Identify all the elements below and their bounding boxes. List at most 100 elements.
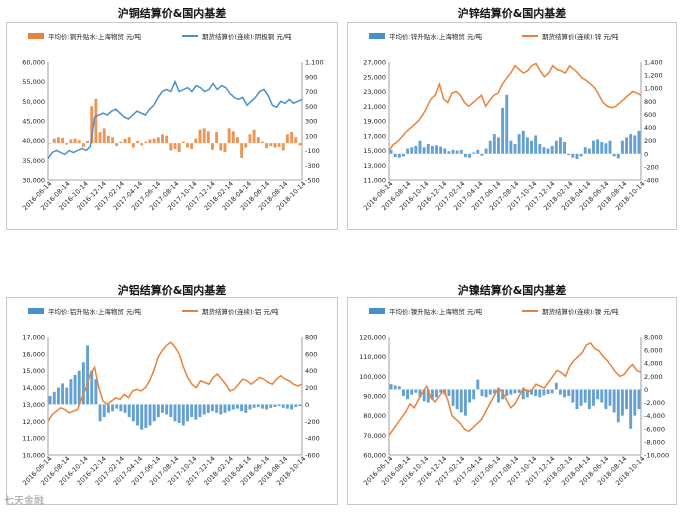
legend-label-bars: 平均价:铜升贴水:上海物贸 元/吨 xyxy=(48,32,142,41)
basis-bar xyxy=(616,153,620,159)
basis-bar xyxy=(397,386,401,390)
right-axis-tick: -400 xyxy=(644,177,659,185)
basis-bar xyxy=(136,404,139,426)
right-axis-tick: -200 xyxy=(305,418,320,426)
basis-bar xyxy=(414,389,418,393)
legend-swatch-bars xyxy=(28,308,44,314)
left-axis-tick: 60,000 xyxy=(22,59,45,67)
basis-bar xyxy=(521,389,525,400)
basis-bar xyxy=(81,143,85,147)
legend-label-line: 期货结算价(连续):锌 元/吨 xyxy=(542,32,619,41)
basis-bar xyxy=(525,137,529,154)
basis-bar xyxy=(219,143,223,151)
basis-bar xyxy=(240,143,244,158)
basis-bar xyxy=(273,404,277,407)
basis-bar xyxy=(236,137,239,144)
basis-bar xyxy=(52,138,56,144)
basis-bar xyxy=(269,143,273,147)
basis-bar xyxy=(194,138,198,144)
basis-bar xyxy=(625,389,628,410)
basis-bar xyxy=(497,389,500,403)
basis-bar xyxy=(290,132,294,144)
basis-bar xyxy=(406,389,410,400)
left-axis-tick: 11,000 xyxy=(363,177,386,185)
basis-bar xyxy=(90,106,94,144)
basis-bar xyxy=(290,404,294,410)
left-axis-tick: 50,000 xyxy=(22,98,45,106)
right-axis-tick: 800 xyxy=(305,334,317,342)
basis-bar xyxy=(223,143,227,152)
basis-bar xyxy=(513,143,517,154)
basis-bar xyxy=(447,389,451,396)
left-axis-tick: 11,000 xyxy=(22,435,45,443)
basis-bar xyxy=(439,389,443,393)
basis-bar xyxy=(492,134,496,154)
basis-bar xyxy=(554,382,558,390)
settlement-price-line xyxy=(47,79,303,159)
basis-bar xyxy=(426,143,430,154)
basis-bar xyxy=(468,389,472,403)
basis-bar xyxy=(131,143,135,148)
basis-bar xyxy=(144,141,148,144)
basis-bar xyxy=(294,137,298,144)
basis-bar xyxy=(534,389,538,396)
chart-zinc: 平均价:锌升贴水:上海物贸 元/吨 期货结算价(连续):锌 元/吨 11,000 13… xyxy=(362,32,663,212)
basis-bar xyxy=(476,379,480,390)
basis-bar xyxy=(579,389,583,406)
basis-bar xyxy=(148,139,152,144)
basis-bar xyxy=(402,389,405,396)
right-axis-tick: 1,400 xyxy=(644,59,663,67)
basis-bar xyxy=(294,404,298,407)
basis-bar xyxy=(567,389,571,396)
basis-bar xyxy=(106,404,110,413)
basis-bar xyxy=(169,143,173,151)
basis-bar xyxy=(115,404,119,409)
basis-bar xyxy=(169,404,173,418)
chart-panel-zinc xyxy=(347,22,677,230)
basis-bar xyxy=(65,387,69,405)
basis-bar xyxy=(269,404,273,408)
basis-bar xyxy=(509,140,513,154)
basis-bar xyxy=(530,389,533,395)
right-axis-tick: 900 xyxy=(305,73,317,81)
right-axis-tick: 100 xyxy=(305,132,317,140)
basis-bar xyxy=(492,389,496,394)
basis-bar xyxy=(612,389,616,413)
basis-bar xyxy=(165,404,169,415)
basis-bar xyxy=(73,374,77,405)
basis-bar xyxy=(215,132,219,144)
right-axis-tick: 0 xyxy=(644,150,648,158)
basis-bar xyxy=(223,404,227,413)
left-axis-tick: 13,000 xyxy=(22,401,45,409)
basis-bar xyxy=(393,153,397,158)
basis-bar xyxy=(190,143,194,150)
right-axis-tick: 200 xyxy=(305,384,317,392)
right-axis-tick: -300 xyxy=(305,162,320,170)
legend-swatch-bars xyxy=(28,33,44,39)
basis-bar xyxy=(393,385,397,390)
basis-bar xyxy=(472,389,476,400)
legend-swatch-bars xyxy=(369,308,385,314)
legend-label-bars: 平均价:镍升贴水:上海物贸 元/吨 xyxy=(389,307,483,316)
basis-bar xyxy=(256,137,260,144)
basis-bar xyxy=(414,145,418,154)
basis-bar xyxy=(521,130,525,154)
basis-bar xyxy=(244,143,248,148)
right-axis-tick: 600 xyxy=(305,350,317,358)
basis-bar xyxy=(575,153,579,160)
basis-bar xyxy=(538,389,542,398)
basis-bar xyxy=(497,137,500,154)
basis-bar xyxy=(77,370,81,405)
basis-bar xyxy=(244,404,248,413)
basis-bar xyxy=(430,145,434,154)
basis-bar xyxy=(583,389,587,403)
basis-bar xyxy=(525,389,529,398)
right-axis-tick: 400 xyxy=(644,124,656,132)
left-axis-tick: 15,000 xyxy=(363,147,386,155)
basis-bar xyxy=(463,153,467,158)
basis-bar xyxy=(190,404,194,418)
basis-bar xyxy=(198,404,202,418)
right-axis-tick: 200 xyxy=(644,137,656,145)
basis-bar xyxy=(612,153,616,157)
left-axis-tick: 10,000 xyxy=(22,452,45,460)
